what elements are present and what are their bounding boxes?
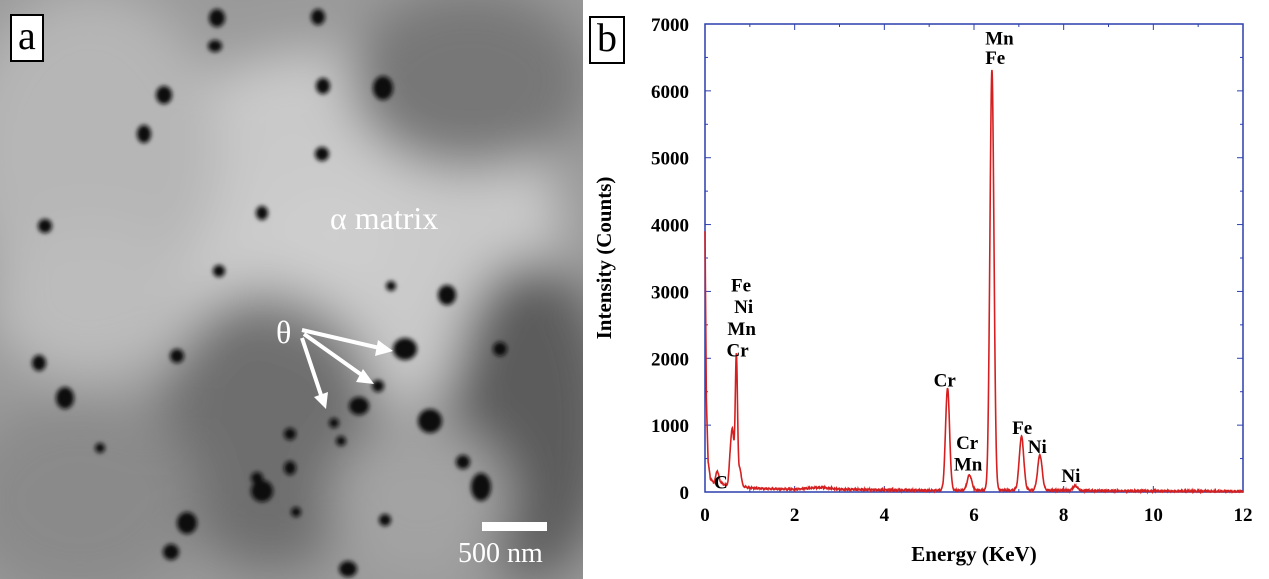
y-axis-label: Intensity (Counts) (592, 177, 616, 340)
tem-micrograph-panel: a α matrix θ 500 nm (0, 0, 583, 579)
peak-label: Ni (1061, 466, 1080, 487)
x-tick-label: 0 (700, 505, 710, 526)
spectrum-line (704, 69, 1244, 495)
y-tick-label: 3000 (651, 282, 689, 303)
x-tick-label: 10 (1144, 505, 1163, 526)
theta-precipitate-label: θ (276, 314, 292, 350)
panel-letter-a: a (10, 14, 44, 62)
peak-label: C (714, 473, 728, 494)
x-tick-label: 4 (880, 505, 890, 526)
x-tick-label: 2 (790, 505, 800, 526)
peak-label: Cr (934, 370, 957, 391)
peak-label: Fe (731, 275, 751, 296)
peak-label: Cr (727, 340, 750, 361)
x-tick-label: 6 (969, 505, 979, 526)
y-tick-label: 1000 (651, 416, 689, 437)
scale-bar-label: 500 nm (458, 538, 543, 569)
y-tick-label: 5000 (651, 149, 689, 170)
peak-label: Mn (727, 319, 756, 340)
y-tick-label: 0 (680, 483, 690, 504)
y-tick-label: 2000 (651, 349, 689, 370)
peak-label: Cr (956, 433, 979, 454)
tick-labels: 0 2 4 6 8 10 12 0 1000 2000 3000 4000 5000 6000 7000 (651, 15, 1253, 526)
y-tick-label: 6000 (651, 82, 689, 103)
scale-bar (482, 522, 547, 531)
peak-label: Ni (1028, 437, 1047, 458)
peak-label: Fe (1012, 418, 1032, 439)
panel-letter-b: b (589, 16, 625, 64)
axis-ticks (704, 23, 1244, 493)
x-tick-label: 12 (1234, 505, 1253, 526)
y-tick-label: 4000 (651, 216, 689, 237)
peak-label: Fe (985, 48, 1005, 69)
x-tick-label: 8 (1059, 505, 1069, 526)
peak-label: Ni (734, 297, 753, 318)
peak-label: Mn (985, 29, 1014, 50)
precipitate-arrows (300, 328, 393, 409)
precipitate-particles (32, 9, 507, 577)
eds-spectrum-chart: 0 2 4 6 8 10 12 0 1000 2000 3000 4000 5000 6000 7000 C… (592, 15, 1253, 566)
peak-label: Mn (954, 455, 983, 476)
x-axis-label: Energy (KeV) (911, 542, 1036, 566)
y-tick-label: 7000 (651, 15, 689, 36)
tem-micrograph-image (0, 0, 583, 579)
alpha-matrix-label: α matrix (330, 200, 439, 236)
eds-spectrum-panel: 0 2 4 6 8 10 12 0 1000 2000 3000 4000 5000 6000 7000 C… (583, 0, 1269, 579)
plot-frame (704, 23, 1244, 493)
